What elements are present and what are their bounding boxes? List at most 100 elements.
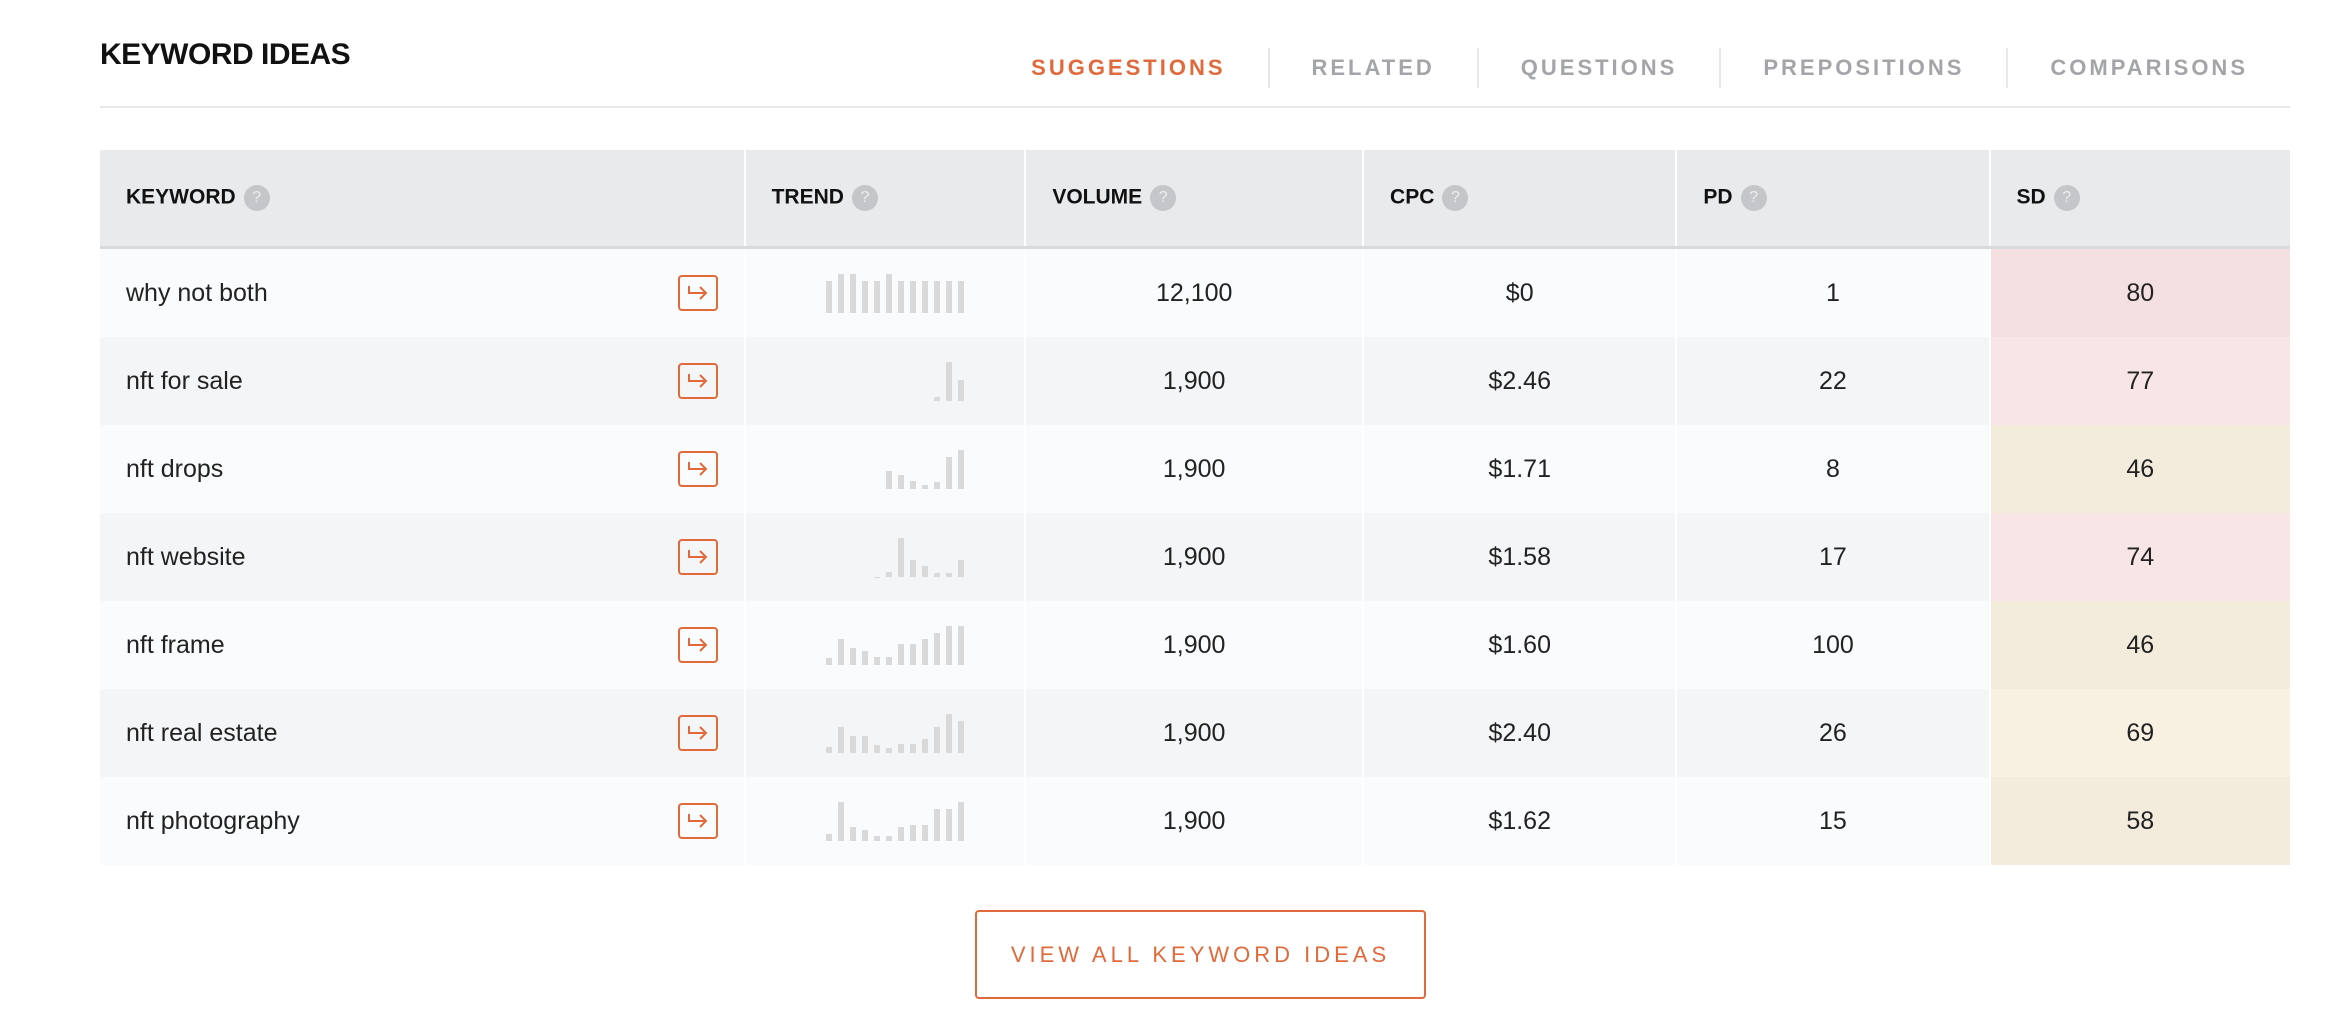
trend-bar [898, 826, 905, 841]
cpc-cell: $1.58 [1362, 513, 1677, 601]
trend-bar [958, 802, 965, 841]
trend-bar [922, 484, 929, 489]
trend-sparkline [746, 625, 1025, 665]
trend-bar [934, 482, 941, 489]
keyword-cell: nft website [100, 513, 745, 601]
question-icon[interactable]: ? [1442, 185, 1469, 211]
volume-cell: 1,900 [1024, 337, 1364, 425]
table-row: nft photography 1,900 $1.62 15 58 [100, 777, 2290, 865]
tab-suggestions[interactable]: SUGGESTIONS [1031, 55, 1226, 80]
trend-cell [743, 425, 1026, 513]
trend-bar [838, 726, 845, 753]
trend-bar [910, 644, 917, 665]
question-icon[interactable]: ? [1150, 185, 1177, 211]
open-keyword-button[interactable] [677, 803, 718, 839]
trend-bar [922, 565, 929, 577]
sd-cell: 46 [1988, 425, 2290, 513]
trend-bar [922, 824, 929, 841]
trend-bar [910, 744, 917, 753]
table-header-row: KEYWORD? TREND? VOLUME? CPC? PD? SD? [100, 150, 2290, 249]
tab-prepositions[interactable]: PREPOSITIONS [1719, 48, 2006, 88]
open-keyword-button[interactable] [677, 275, 718, 311]
trend-cell [743, 689, 1026, 777]
cpc-cell: $0 [1362, 247, 1677, 337]
pd-cell: 17 [1675, 513, 1990, 601]
trend-bar [922, 638, 929, 665]
volume-cell: 12,100 [1024, 247, 1364, 337]
trend-bar [934, 396, 941, 401]
trend-bar [886, 274, 893, 313]
trend-sparkline [746, 361, 1025, 401]
trend-bar [946, 281, 953, 313]
column-label: PD [1703, 185, 1733, 209]
divider [100, 106, 2290, 108]
sd-cell: 74 [1988, 513, 2290, 601]
trend-bar [850, 826, 857, 841]
trend-bar [922, 281, 929, 313]
sd-cell: 77 [1988, 337, 2290, 425]
open-keyword-button[interactable] [677, 627, 718, 663]
open-keyword-button[interactable] [677, 539, 718, 575]
trend-bar [946, 809, 953, 841]
keyword-text[interactable]: nft real estate [126, 718, 278, 747]
cpc-cell: $2.46 [1362, 337, 1677, 425]
trend-bar [910, 281, 917, 313]
trend-bar [874, 281, 881, 313]
arrow-return-right-icon [687, 374, 708, 388]
keyword-text[interactable]: why not both [126, 278, 268, 307]
trend-sparkline [746, 713, 1025, 753]
keyword-ideas-table: KEYWORD? TREND? VOLUME? CPC? PD? SD? why not … [100, 150, 2290, 865]
keyword-text[interactable]: nft for sale [126, 366, 243, 395]
open-keyword-button[interactable] [677, 363, 718, 399]
trend-bar [958, 379, 965, 401]
table-row: why not both 12,100 $0 1 80 [100, 247, 2290, 337]
trend-bar [946, 626, 953, 665]
trend-bar [898, 538, 905, 577]
trend-bar [874, 744, 881, 753]
tab-bar: SUGGESTIONS RELATED QUESTIONS PREPOSITIONS C… [989, 48, 2290, 88]
question-icon[interactable]: ? [2053, 185, 2080, 211]
table-row: nft website 1,900 $1.58 17 74 [100, 513, 2290, 601]
trend-bar [958, 721, 965, 753]
volume-cell: 1,900 [1024, 601, 1364, 689]
arrow-return-right-icon [687, 814, 708, 828]
keyword-text[interactable]: nft frame [126, 630, 225, 659]
trend-bar [838, 802, 845, 841]
question-icon[interactable]: ? [243, 185, 270, 211]
keyword-text[interactable]: nft drops [126, 454, 224, 483]
volume-cell: 1,900 [1024, 513, 1364, 601]
trend-bar [946, 362, 953, 401]
keyword-text[interactable]: nft photography [126, 806, 300, 835]
column-header-sd: SD? [1988, 150, 2290, 249]
column-label: KEYWORD [126, 185, 236, 209]
sd-cell: 69 [1988, 689, 2290, 777]
trend-bar [934, 726, 941, 753]
tab-questions[interactable]: QUESTIONS [1476, 48, 1720, 88]
table-row: nft for sale 1,900 $2.46 22 77 [100, 337, 2290, 425]
trend-bar [886, 471, 893, 489]
pd-cell: 15 [1675, 777, 1990, 865]
cpc-cell: $1.60 [1362, 601, 1677, 689]
volume-cell: 1,900 [1024, 425, 1364, 513]
view-all-keyword-ideas-button[interactable]: VIEW ALL KEYWORD IDEAS [975, 910, 1426, 999]
trend-bar [826, 281, 833, 313]
pd-cell: 1 [1675, 247, 1990, 337]
trend-bar [958, 450, 965, 489]
open-keyword-button[interactable] [677, 715, 718, 751]
section-title: KEYWORD IDEAS [100, 38, 351, 71]
column-label: VOLUME [1052, 185, 1143, 209]
pd-cell: 22 [1675, 337, 1990, 425]
keyword-text[interactable]: nft website [126, 542, 246, 571]
column-header-pd: PD? [1675, 150, 1990, 249]
trend-bar [862, 829, 869, 841]
tab-related[interactable]: RELATED [1267, 48, 1477, 88]
question-icon[interactable]: ? [851, 185, 878, 211]
column-header-cpc: CPC? [1362, 150, 1677, 249]
open-keyword-button[interactable] [677, 451, 718, 487]
tab-comparisons[interactable]: COMPARISONS [2006, 48, 2290, 88]
trend-bar [874, 657, 881, 665]
trend-bar [886, 747, 893, 753]
trend-bar [958, 281, 965, 313]
question-icon[interactable]: ? [1740, 185, 1767, 211]
trend-bar [826, 658, 833, 665]
